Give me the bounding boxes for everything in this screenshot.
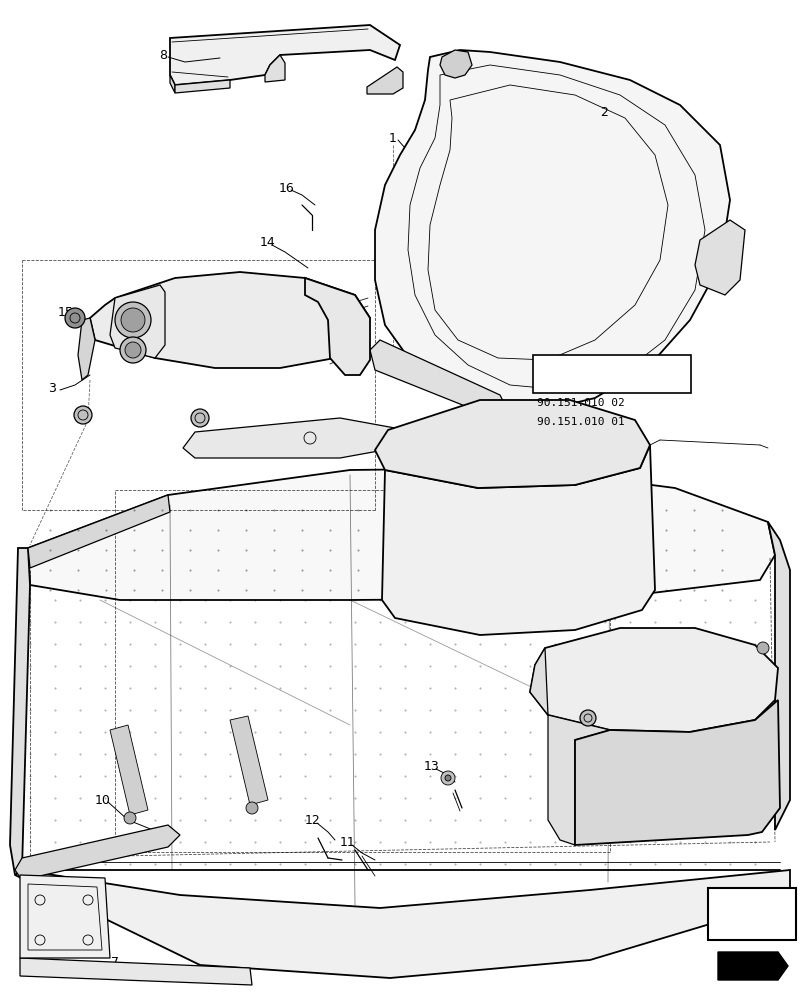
Polygon shape	[28, 495, 169, 568]
Polygon shape	[90, 272, 370, 368]
Polygon shape	[182, 418, 394, 458]
Polygon shape	[10, 548, 30, 875]
Polygon shape	[78, 318, 95, 380]
Circle shape	[191, 409, 208, 427]
Text: 13: 13	[423, 760, 440, 774]
Text: 3: 3	[48, 381, 56, 394]
Polygon shape	[305, 278, 370, 375]
Polygon shape	[20, 958, 251, 985]
Text: 11: 11	[340, 836, 355, 849]
Polygon shape	[530, 628, 777, 732]
Circle shape	[65, 308, 85, 328]
Polygon shape	[767, 522, 789, 830]
Circle shape	[444, 775, 450, 781]
Bar	[707, 888, 795, 940]
Text: 14: 14	[260, 236, 276, 249]
Polygon shape	[375, 400, 649, 488]
Bar	[294, 428, 345, 450]
Polygon shape	[15, 825, 180, 880]
Polygon shape	[367, 67, 402, 94]
Polygon shape	[175, 80, 230, 93]
Polygon shape	[15, 870, 789, 978]
Text: 10: 10	[95, 793, 111, 806]
Text: 7: 7	[111, 956, 119, 969]
Polygon shape	[28, 468, 774, 600]
Circle shape	[246, 802, 258, 814]
Polygon shape	[574, 700, 779, 845]
Polygon shape	[717, 952, 787, 980]
Polygon shape	[264, 55, 285, 82]
Polygon shape	[109, 285, 165, 358]
Text: 9: 9	[214, 436, 221, 450]
Polygon shape	[530, 648, 609, 845]
Polygon shape	[169, 25, 400, 85]
Text: 90.151.010 02: 90.151.010 02	[536, 398, 624, 408]
Text: 1: 1	[388, 132, 397, 145]
Circle shape	[756, 642, 768, 654]
Circle shape	[124, 812, 135, 824]
Circle shape	[74, 406, 92, 424]
Text: 8: 8	[159, 49, 167, 62]
Polygon shape	[694, 220, 744, 295]
Polygon shape	[20, 875, 109, 958]
Circle shape	[440, 771, 454, 785]
Circle shape	[115, 302, 151, 338]
Circle shape	[125, 342, 141, 358]
Polygon shape	[109, 725, 148, 815]
Circle shape	[120, 337, 146, 363]
Polygon shape	[381, 430, 654, 635]
Text: 6: 6	[53, 876, 61, 888]
Circle shape	[121, 308, 145, 332]
Polygon shape	[169, 75, 175, 93]
Polygon shape	[440, 50, 471, 78]
Text: 12: 12	[305, 814, 320, 827]
Text: 4: 4	[633, 731, 640, 744]
Text: 5: 5	[48, 926, 56, 939]
Circle shape	[579, 710, 595, 726]
Polygon shape	[375, 50, 729, 410]
Text: 15: 15	[58, 306, 74, 320]
Text: 2: 2	[599, 106, 607, 119]
Polygon shape	[230, 716, 268, 805]
Text: 16: 16	[279, 182, 294, 195]
Bar	[532, 355, 690, 393]
Polygon shape	[370, 340, 509, 420]
Text: 90.151.010 01: 90.151.010 01	[536, 417, 624, 427]
